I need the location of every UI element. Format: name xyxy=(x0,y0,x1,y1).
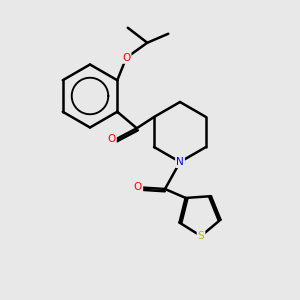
Text: O: O xyxy=(107,134,116,144)
Text: N: N xyxy=(176,157,184,167)
Text: O: O xyxy=(122,53,130,63)
Text: O: O xyxy=(134,182,142,192)
Text: S: S xyxy=(198,231,204,241)
